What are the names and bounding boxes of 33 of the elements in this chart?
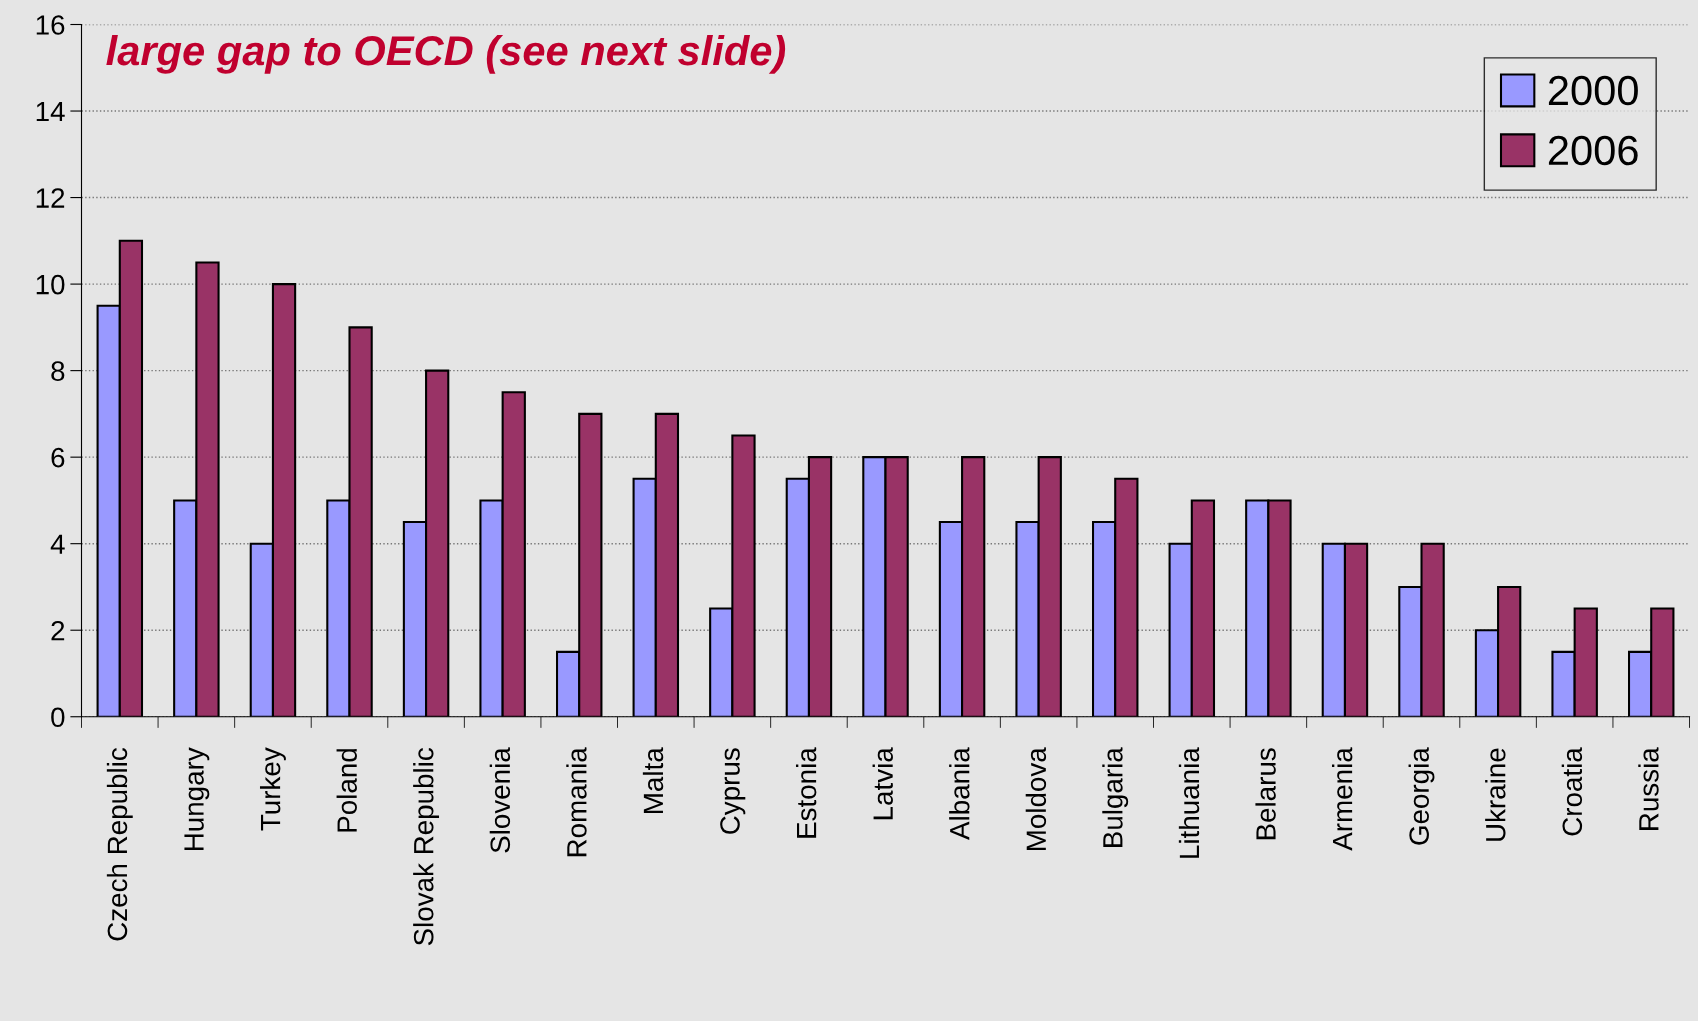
y-tick-label: 14 <box>36 101 65 122</box>
x-tick-label: Armenia <box>1331 747 1353 851</box>
y-tick-label: 0 <box>51 707 65 728</box>
y-tick-label: 10 <box>36 274 65 295</box>
y-tick-label: 2 <box>51 620 65 641</box>
x-tick-label: Estonia <box>795 747 817 838</box>
legend-label: 2006 <box>1548 135 1638 166</box>
x-tick-label: Poland <box>336 749 357 832</box>
x-tick-label: Ukraine <box>1485 748 1506 841</box>
x-tick-label: Romania <box>566 747 587 857</box>
y-tick-label: 4 <box>50 534 65 554</box>
x-tick-label: Lithuania <box>1178 747 1200 858</box>
x-tick-label: Russia <box>1638 747 1659 830</box>
x-tick-label: Czech Republic <box>106 748 133 941</box>
x-tick-label: Moldova <box>1025 747 1047 851</box>
x-tick-label: Hungary <box>184 747 210 851</box>
y-tick-label: 12 <box>36 188 65 208</box>
y-tick-label: 6 <box>51 447 65 468</box>
y-tick-label: 16 <box>36 15 65 35</box>
x-tick-label: Slovak Republic <box>413 748 440 946</box>
x-tick-label: Georgia <box>1408 747 1435 845</box>
x-tick-label: Latvia <box>872 747 893 820</box>
x-tick-label: Turkey <box>259 747 286 831</box>
x-tick-label: Belarus <box>1255 748 1276 840</box>
x-tick-label: Albania <box>949 747 970 840</box>
x-tick-label: Slovenia <box>489 747 511 853</box>
y-tick-label: 8 <box>51 361 65 381</box>
legend-label: 2000 <box>1548 75 1638 106</box>
x-tick-label: Bulgaria <box>1102 747 1129 847</box>
x-tick-label: Malta <box>642 747 664 813</box>
x-tick-label: Croatia <box>1561 747 1583 836</box>
x-tick-label: Cyprus <box>720 748 746 834</box>
chart-title: large gap to OECD (see next slide) <box>106 34 786 74</box>
